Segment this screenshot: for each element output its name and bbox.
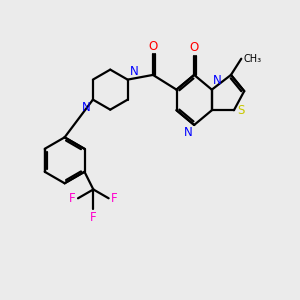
Text: N: N [184,126,193,140]
Text: S: S [238,104,245,117]
Text: F: F [90,211,97,224]
Text: O: O [148,40,158,53]
Text: F: F [111,192,118,205]
Text: N: N [213,74,222,87]
Text: N: N [82,101,91,114]
Text: N: N [130,65,139,78]
Text: F: F [69,192,76,205]
Text: O: O [190,41,199,54]
Text: CH₃: CH₃ [244,54,262,64]
